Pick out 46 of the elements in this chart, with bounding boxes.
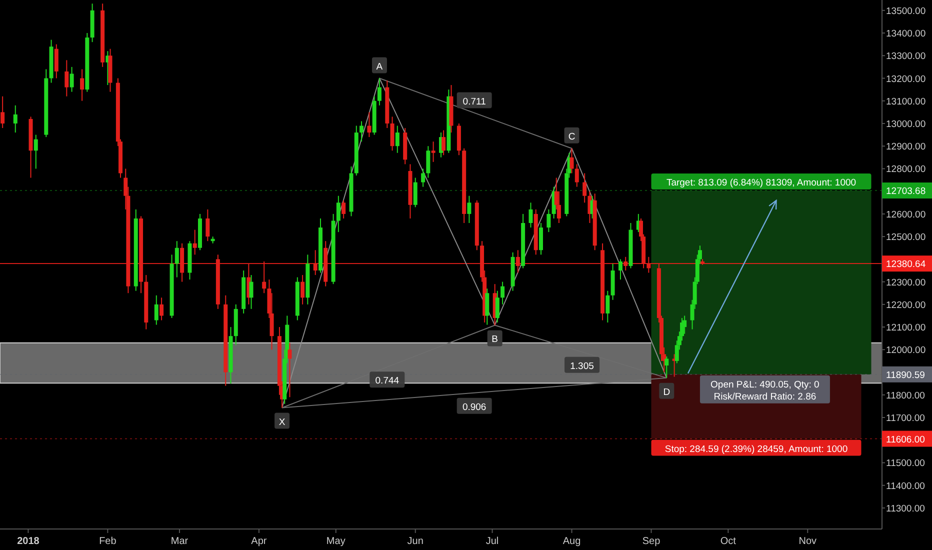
y-tick-label: 12300.00 [886, 277, 926, 288]
annotation: A [376, 61, 384, 72]
y-tick-label: 12600.00 [886, 209, 926, 220]
x-tick-label: Jun [407, 536, 424, 547]
annotation: Open P&L: 490.05, Qty: 0 Risk/Reward Ratio: 2.86 [710, 379, 820, 402]
y-tick-label: 12900.00 [886, 142, 926, 153]
annotation: X [278, 416, 286, 428]
annotation: Target: 813.09 (6.84%) 81309, Amount: 1000 [666, 178, 856, 189]
x-tick-label: Apr [251, 536, 268, 547]
annotation: 0.744 [375, 376, 400, 387]
y-tick-label: 12200.00 [886, 300, 926, 311]
x-tick-label: 2018 [17, 536, 40, 547]
y-tick-label: 12100.00 [886, 322, 926, 334]
ref-line-label: 12703.68 [886, 186, 926, 198]
annotation: D [663, 386, 670, 398]
ref-line-label: 11606.00 [886, 434, 925, 446]
y-tick-label: 11800.00 [886, 390, 925, 402]
y-tick-label: 13100.00 [886, 96, 926, 108]
annotation: Stop: 284.59 (2.39%) 28459, Amount: 1000 [664, 444, 848, 455]
ref-line-label: 11890.59 [886, 370, 925, 381]
x-tick-label: Oct [720, 536, 736, 547]
annotation: 0.906 [462, 402, 486, 413]
y-tick-label: 13400.00 [886, 28, 926, 40]
x-tick-label: Aug [562, 536, 581, 547]
annotation: 1.305 [570, 360, 594, 372]
y-tick-label: 11500.00 [886, 458, 925, 470]
y-tick-label: 13300.00 [886, 51, 926, 62]
y-tick-label: 11400.00 [886, 480, 925, 492]
x-tick-label: Nov [798, 536, 817, 547]
x-tick-label: Feb [99, 536, 117, 547]
x-tick-label: May [326, 536, 346, 547]
y-tick-label: 11700.00 [886, 413, 925, 424]
annotation: C [568, 131, 576, 142]
y-tick-label: 13200.00 [886, 74, 926, 85]
x-tick-label: Jul [486, 536, 499, 547]
ref-line-label: 12380.64 [886, 259, 926, 270]
annotation: B [492, 334, 498, 346]
y-tick-label: 12800.00 [886, 164, 926, 176]
y-tick-label: 11300.00 [886, 503, 925, 514]
x-tick-label: Mar [170, 536, 189, 547]
x-tick-label: Sep [642, 536, 661, 547]
y-tick-label: 13000.00 [886, 118, 926, 130]
y-tick-label: 12000.00 [886, 345, 926, 356]
annotation: 0.711 [462, 96, 486, 108]
y-tick-label: 13500.00 [886, 6, 926, 17]
y-tick-label: 12500.00 [886, 232, 926, 244]
